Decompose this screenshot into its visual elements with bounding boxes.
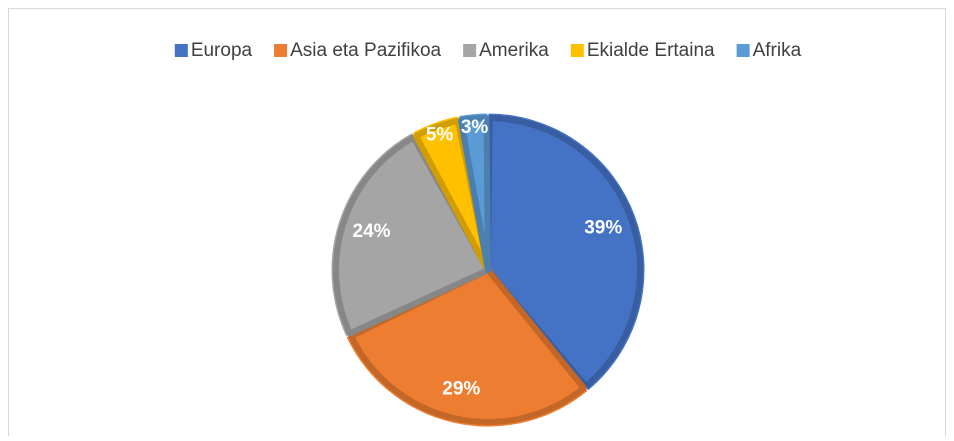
pie-slice-edge [485,115,643,390]
legend-label: Afrika [753,40,802,61]
legend-swatch [274,44,288,57]
legend-swatch [570,44,584,57]
data-label: 5% [426,125,454,146]
legend-label: Asia eta Pazifikoa [290,40,441,61]
pie-slice-edge [458,115,491,273]
data-label: 29% [442,379,480,400]
legend-swatch [463,44,477,57]
data-label: 39% [584,218,622,239]
pie-slice-edge [413,117,491,273]
legend-label: Ekialde Ertaina [587,40,715,61]
legend-swatch [174,44,188,57]
data-label: 3% [461,117,489,138]
legend-label: Amerika [479,40,549,61]
pie-slice-edge [348,267,587,425]
pie-slice [487,112,646,392]
pie-slice-edge [333,134,491,337]
data-label: 24% [353,221,391,242]
legend-label: Europa [191,40,253,61]
legend-swatch [736,44,750,57]
